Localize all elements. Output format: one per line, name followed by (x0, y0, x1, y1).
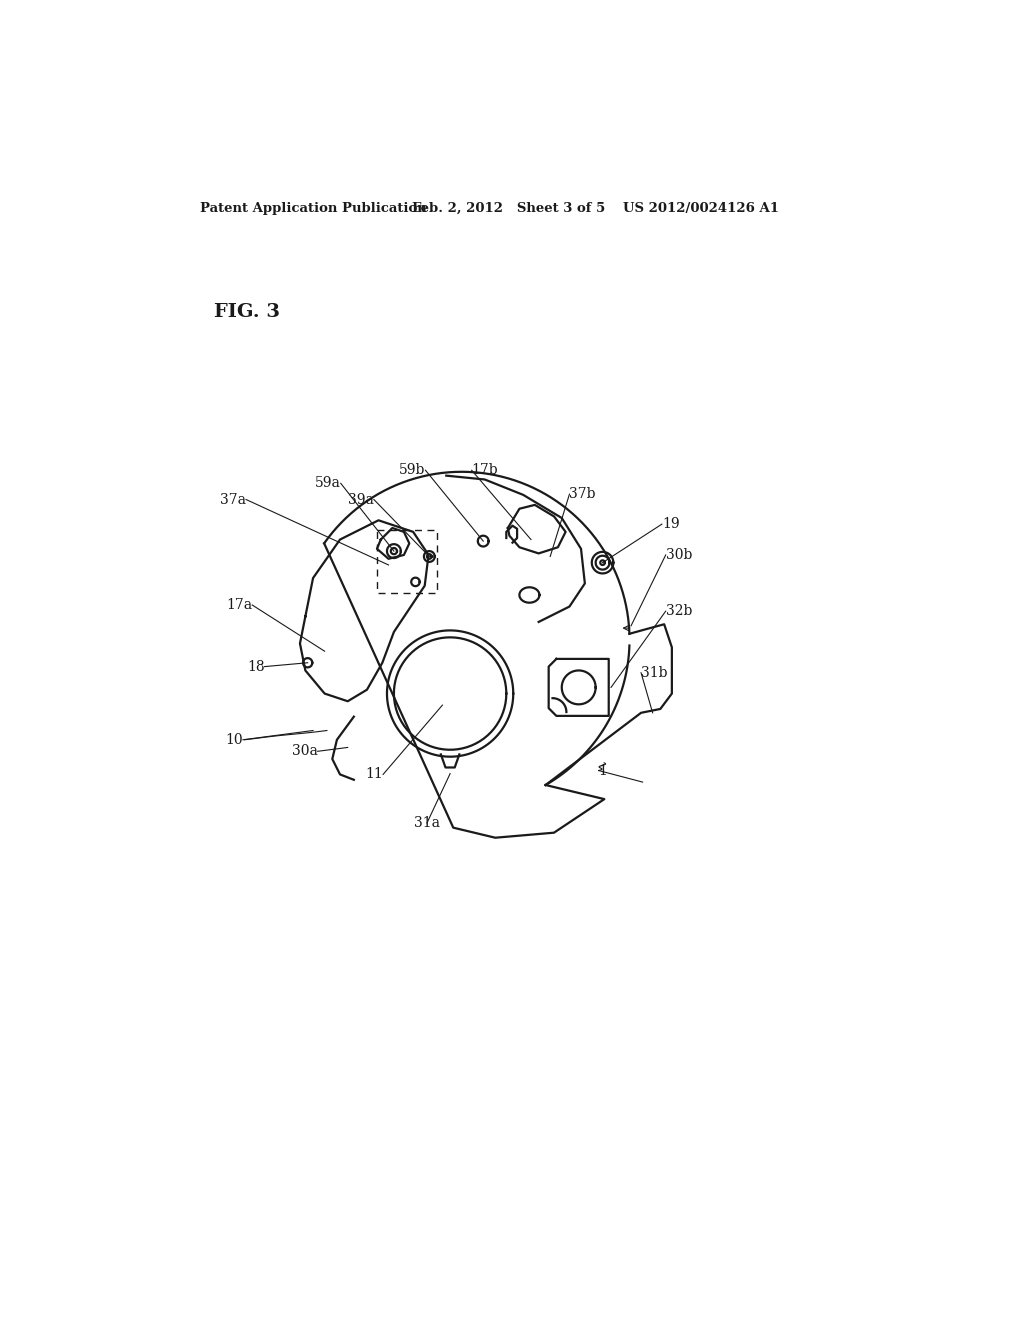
Text: 11: 11 (366, 767, 383, 781)
Text: 37b: 37b (569, 487, 596, 502)
Text: 1: 1 (599, 763, 607, 777)
Text: 30b: 30b (666, 548, 692, 562)
Text: 37a: 37a (220, 492, 246, 507)
Text: 17b: 17b (472, 463, 499, 478)
Text: 19: 19 (662, 517, 680, 531)
Text: 39a: 39a (348, 492, 374, 507)
Text: Patent Application Publication: Patent Application Publication (200, 202, 427, 215)
Text: 17a: 17a (226, 598, 252, 612)
Text: Feb. 2, 2012   Sheet 3 of 5: Feb. 2, 2012 Sheet 3 of 5 (412, 202, 605, 215)
Text: 31a: 31a (414, 816, 440, 830)
Text: 59b: 59b (399, 463, 425, 478)
Text: 31b: 31b (641, 665, 668, 680)
Text: 10: 10 (225, 733, 243, 747)
Text: 18: 18 (247, 660, 264, 673)
Text: FIG. 3: FIG. 3 (214, 304, 280, 321)
Text: 32b: 32b (666, 605, 692, 618)
Text: US 2012/0024126 A1: US 2012/0024126 A1 (624, 202, 779, 215)
Text: 30a: 30a (292, 744, 317, 758)
Text: 59a: 59a (315, 477, 341, 490)
